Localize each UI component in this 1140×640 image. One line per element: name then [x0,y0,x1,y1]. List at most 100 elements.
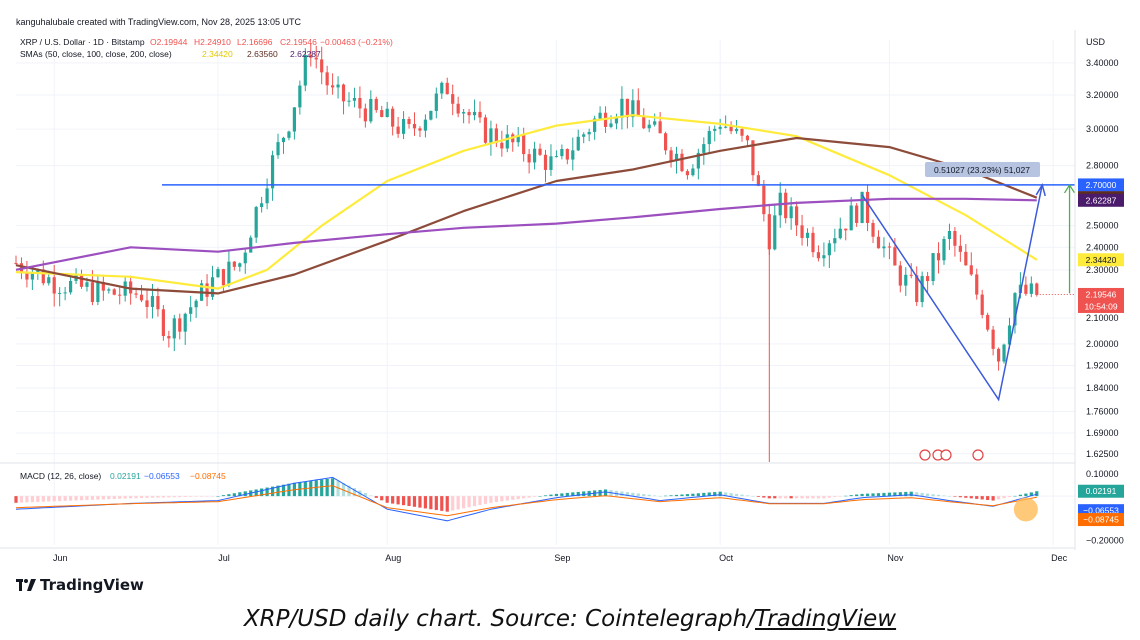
candle-body [631,100,635,118]
macd-title: MACD (12, 26, close) [20,471,101,481]
sma-line [15,114,1038,290]
candle-body [52,277,56,294]
macd-histogram-bar [680,494,684,497]
macd-histogram-bar [1007,496,1012,498]
price-tick-label: 2.50000 [1086,221,1119,231]
candle-body [865,191,870,224]
macd-histogram-bar [549,494,553,497]
macd-histogram-bar [926,493,930,497]
macd-histogram-bar [893,492,897,497]
candle-body [1002,344,1006,362]
macd-histogram-bar [969,496,973,499]
candle-body [303,55,307,86]
candle-body [691,168,695,176]
macd-histogram-bar [516,496,520,500]
macd-histogram-bar [178,496,182,498]
candle-body [996,348,1001,362]
macd-histogram-bar [647,494,651,497]
macd-histogram-bar [560,493,564,497]
macd-histogram-bar [696,493,700,497]
price-badge [1078,178,1124,192]
v-pattern-arrowhead [1035,183,1046,197]
candle-body [434,93,438,111]
candle-body [658,121,662,134]
macd-histogram-bar [975,496,979,499]
candle-body [505,134,509,149]
macd-histogram-bar [625,492,629,497]
candle-body [549,156,553,170]
macd-histogram-bar [571,492,575,497]
candle-body [118,294,122,296]
macd-histogram-bar [707,492,711,497]
candle-body [101,281,105,291]
macd-histogram-bar [429,496,433,510]
macd-histogram-bar [325,478,329,497]
price-badge-label: 10:54:09 [1084,301,1117,311]
macd-histogram-bar [456,496,460,510]
macd-histogram-bar [238,492,242,497]
candle-body [254,207,258,238]
candle-body [145,300,149,307]
candle-body [795,206,799,226]
time-tick-label: Jun [53,553,68,563]
candle-body [412,124,417,129]
candle-body [325,72,329,86]
macd-histogram-bar [194,496,198,497]
price-tick-label: 3.20000 [1086,90,1119,100]
candle-body [478,111,482,118]
chart-canvas[interactable]: 0.51027 (23.23%) 51,027 MACD (12, 26, cl… [0,0,1140,570]
macd-histogram-bar [58,496,62,502]
candle-body [451,94,455,104]
candle-body [298,85,302,108]
candle-body [674,153,679,161]
macd-histogram-bar [445,496,449,512]
macd-histogram-bar [63,496,67,501]
price-tick-label: 3.40000 [1086,58,1119,68]
macd-histogram-bar [756,496,760,497]
chart-header: kanguhalubale created with TradingView.c… [16,17,393,59]
sma-line [15,197,1037,271]
macd-badge-label: −0.06553 [1083,506,1119,516]
macd-histogram-bar [691,493,695,497]
macd-histogram-bar [751,496,755,497]
macd-histogram-bar [374,496,378,498]
candle-body [980,294,984,315]
macd-histogram-bar [134,496,138,499]
caption-source-link[interactable]: TradingView [755,606,897,632]
macd-badge-label: −0.08745 [1083,515,1119,525]
macd-histogram-bar [172,496,176,498]
macd-histogram-bar [467,496,471,508]
candle-body [445,82,449,95]
macd-histogram-bar [270,486,275,497]
candle-body [1024,284,1028,294]
macd-histogram-bar [183,496,187,497]
candle-body [849,205,853,231]
macd-histogram-bar [1029,492,1033,497]
candle-body [964,251,968,266]
candle-body [238,263,242,267]
macd-histogram-bar [221,495,226,497]
macd-histogram-bar [805,496,810,499]
macd-histogram-bar [1013,495,1017,497]
macd-histogram-bar [336,480,340,497]
price-badge [1078,287,1124,301]
candle-body [1013,293,1017,326]
candle-body [642,116,646,129]
candle-body [112,289,116,295]
candle-body [718,126,722,129]
macd-histogram-bar [139,496,144,499]
macd-histogram-bar [816,496,821,499]
macd-histogram-bar [876,493,881,497]
price-badge [1078,299,1124,313]
measure-label: 0.51027 (23.23%) 51,027 [934,165,1030,175]
candle-body [216,269,220,278]
candle-body [855,205,859,223]
macd-histogram-bar [915,492,919,497]
price-badge-label: 2.70000 [1086,180,1117,190]
macd-histogram-bar [762,496,766,498]
macd-histogram-bar [396,496,400,505]
macd-histogram-bar [391,496,395,504]
macd-histogram-bar [418,496,422,508]
candle-body [844,228,848,231]
candle-body [249,237,253,253]
